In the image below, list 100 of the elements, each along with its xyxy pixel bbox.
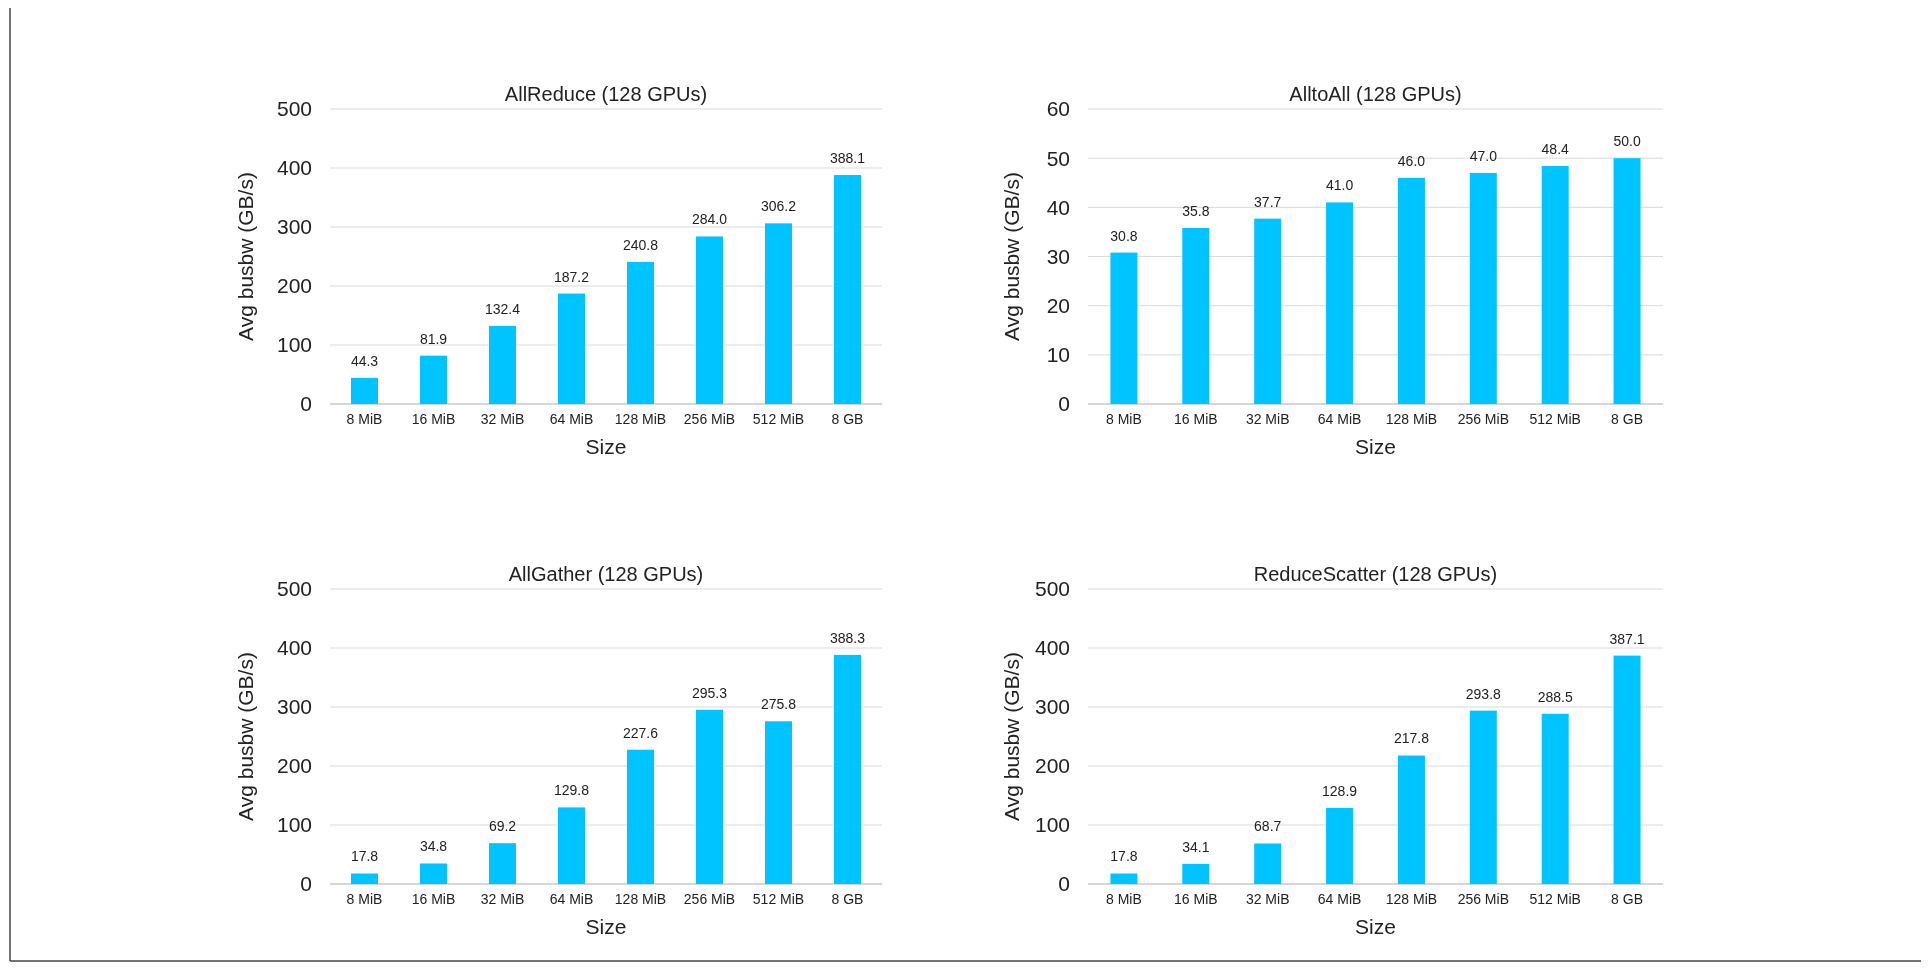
chart-title: AlltoAll (128 GPUs) [1289, 83, 1462, 105]
data-label: 41.0 [1325, 177, 1354, 194]
x-tick-label: 64 MiB [549, 411, 594, 427]
bar [1326, 202, 1354, 404]
data-label: 293.8 [1465, 685, 1502, 702]
x-axis-title: Size [1355, 915, 1396, 938]
x-tick-label: 256 MiB [683, 411, 736, 427]
bar [351, 377, 378, 404]
bar [1182, 227, 1210, 404]
x-tick-label: 8 GB [831, 891, 864, 907]
x-axis-title: Size [1355, 435, 1396, 458]
y-tick-label: 100 [1034, 813, 1070, 837]
x-tick-label: 128 MiB [614, 891, 667, 907]
x-axis-title: Size [585, 435, 627, 458]
bar [1541, 166, 1569, 404]
data-label: 129.8 [553, 782, 590, 799]
y-tick-label: 100 [276, 333, 312, 357]
x-tick-label: 256 MiB [1457, 411, 1509, 427]
y-tick-label: 40 [1046, 195, 1070, 219]
data-label: 284.0 [691, 211, 728, 228]
data-label: 48.4 [1541, 141, 1570, 158]
data-label: 50.0 [1613, 133, 1641, 150]
y-tick-label: 0 [300, 392, 312, 416]
bar [1254, 843, 1282, 884]
x-tick-label: 128 MiB [614, 411, 667, 427]
x-tick-label: 512 MiB [1529, 411, 1581, 427]
x-tick-label: 64 MiB [1317, 891, 1362, 907]
y-tick-label: 20 [1046, 294, 1070, 318]
bar [1110, 252, 1138, 404]
bar [351, 873, 378, 884]
data-label: 44.3 [350, 352, 379, 369]
x-tick-label: 128 MiB [1385, 891, 1438, 907]
data-label: 388.3 [829, 629, 866, 646]
data-label: 128.9 [1322, 782, 1358, 799]
bar [1182, 863, 1210, 884]
data-label: 69.2 [488, 818, 517, 835]
x-tick-label: 64 MiB [1317, 411, 1362, 427]
data-label: 306.2 [760, 198, 797, 215]
y-tick-label: 500 [276, 577, 312, 601]
y-tick-label: 300 [276, 215, 312, 239]
bar [1397, 177, 1425, 404]
x-tick-label: 256 MiB [683, 891, 736, 907]
data-label: 288.5 [1537, 688, 1573, 705]
bar [627, 749, 654, 884]
bar [1110, 873, 1138, 884]
y-tick-label: 300 [1034, 695, 1070, 719]
y-tick-label: 200 [1034, 754, 1070, 778]
data-label: 68.7 [1254, 818, 1282, 835]
y-tick-label: 400 [276, 156, 312, 180]
bar [834, 175, 861, 404]
y-tick-label: 30 [1046, 244, 1070, 268]
x-tick-label: 16 MiB [411, 411, 456, 427]
y-tick-label: 50 [1046, 146, 1070, 170]
y-tick-label: 200 [276, 274, 312, 298]
bar [1613, 158, 1641, 404]
data-label: 240.8 [622, 236, 659, 253]
y-tick-label: 300 [276, 695, 312, 719]
data-label: 34.1 [1182, 838, 1210, 855]
bar [1613, 655, 1641, 884]
x-tick-label: 32 MiB [1245, 891, 1290, 907]
y-tick-label: 0 [1058, 872, 1070, 896]
data-label: 30.8 [1110, 227, 1138, 244]
y-tick-label: 0 [1058, 392, 1070, 416]
bar [1326, 807, 1354, 884]
x-tick-label: 512 MiB [1529, 891, 1581, 907]
data-label: 47.0 [1469, 147, 1498, 164]
bar [627, 261, 654, 404]
y-tick-label: 500 [276, 97, 312, 121]
x-tick-label: 8 GB [831, 411, 864, 427]
bar [558, 807, 585, 884]
x-tick-label: 256 MiB [1457, 891, 1509, 907]
bar [1397, 755, 1425, 884]
x-tick-label: 8 MiB [346, 891, 383, 907]
y-tick-label: 0 [300, 872, 312, 896]
x-tick-label: 8 GB [1611, 411, 1644, 427]
data-label: 46.0 [1397, 152, 1426, 169]
data-label: 35.8 [1182, 202, 1210, 219]
data-label: 37.7 [1254, 193, 1282, 210]
data-label: 17.8 [350, 848, 379, 865]
bar [420, 863, 447, 884]
chart-title: ReduceScatter (128 GPUs) [1253, 563, 1498, 585]
bar [765, 223, 792, 404]
data-label: 81.9 [419, 330, 448, 347]
y-axis-title: Avg busbw (GB/s) [1000, 172, 1023, 341]
data-label: 275.8 [760, 696, 797, 713]
x-tick-label: 8 GB [1611, 891, 1644, 907]
y-tick-label: 400 [1034, 636, 1070, 660]
data-label: 17.8 [1110, 848, 1138, 865]
x-tick-label: 512 MiB [752, 891, 805, 907]
bar [1469, 172, 1497, 404]
y-tick-label: 60 [1046, 97, 1070, 121]
x-tick-label: 8 MiB [1106, 411, 1142, 427]
data-label: 387.1 [1609, 630, 1645, 647]
x-tick-label: 64 MiB [549, 891, 594, 907]
bar [765, 721, 792, 884]
y-tick-label: 10 [1046, 343, 1070, 367]
x-tick-label: 128 MiB [1385, 411, 1438, 427]
x-tick-label: 32 MiB [480, 411, 525, 427]
y-tick-label: 100 [276, 813, 312, 837]
y-tick-label: 200 [276, 754, 312, 778]
